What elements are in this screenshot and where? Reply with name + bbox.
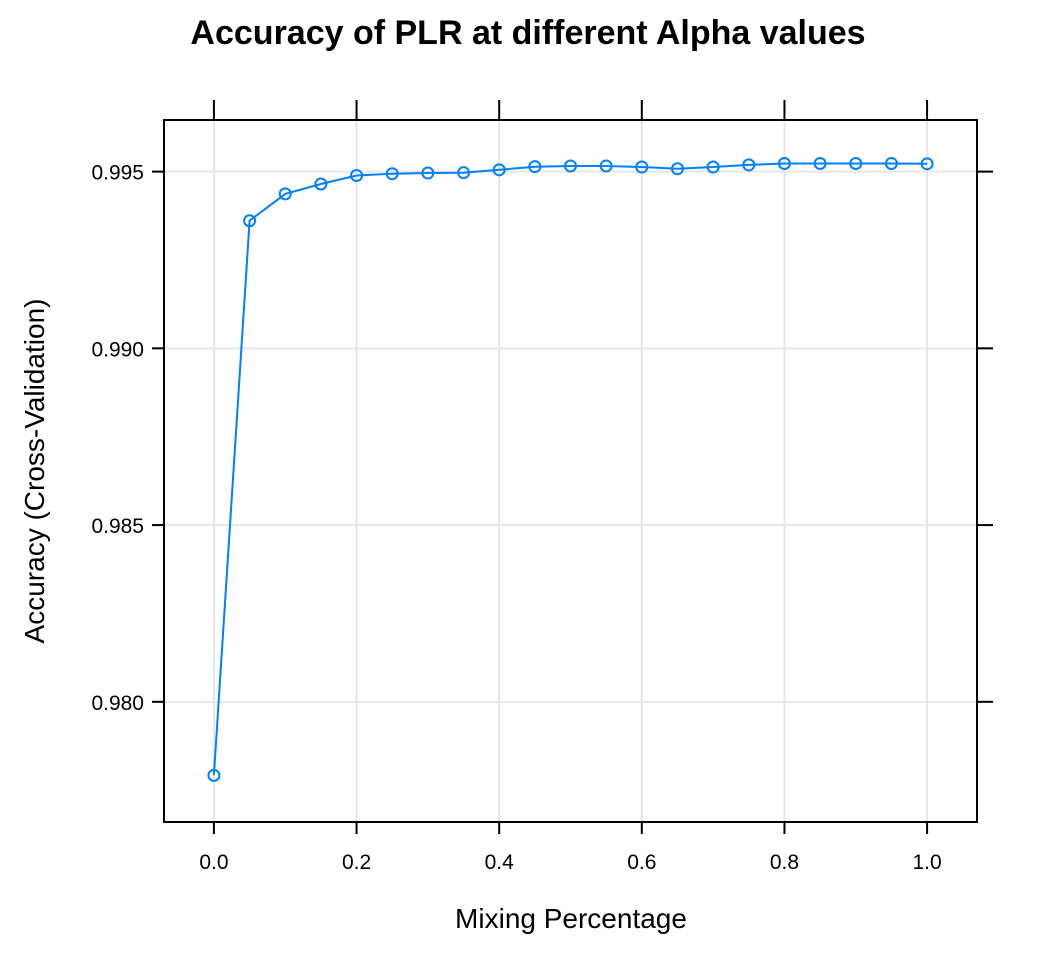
data-point (920, 157, 934, 171)
data-point (492, 163, 506, 177)
chart-title: Accuracy of PLR at different Alpha value… (190, 14, 865, 52)
data-point (243, 214, 257, 228)
data-point (884, 156, 898, 170)
y-tick-label: 0.980 (91, 692, 144, 715)
data-point (278, 187, 292, 201)
data-point (706, 160, 720, 174)
x-tick-label: 0.8 (770, 851, 799, 874)
data-point (421, 166, 435, 180)
grid (164, 120, 977, 822)
data-point (564, 159, 577, 173)
x-tick-label: 0.2 (342, 851, 371, 874)
data-series (207, 156, 934, 782)
data-point (777, 156, 791, 170)
data-point (742, 158, 756, 172)
data-point (350, 168, 364, 182)
data-point (385, 167, 399, 181)
data-point (599, 159, 613, 173)
data-point (670, 162, 684, 176)
y-axis-label: Accuracy (Cross-Validation) (19, 299, 50, 644)
data-point (849, 156, 863, 170)
x-tick-label: 1.0 (912, 851, 941, 874)
data-point (314, 177, 328, 191)
y-tick-label: 0.995 (91, 162, 144, 185)
x-tick-label: 0.4 (485, 851, 515, 874)
plot-frame (163, 119, 978, 823)
x-axis-label: Mixing Percentage (455, 903, 687, 934)
x-tick-label: 0.6 (627, 851, 656, 874)
y-tick-label: 0.985 (91, 515, 144, 538)
axis-ticks: 0.0 0.2 0.4 0.6 0.8 1.0 0.980 0.985 0.990 0.995 (91, 100, 993, 874)
x-tick-label: 0.0 (199, 851, 228, 874)
data-point (813, 156, 827, 170)
data-point (207, 768, 221, 782)
data-point (635, 160, 649, 174)
y-tick-label: 0.990 (91, 338, 144, 361)
series-line (212, 162, 928, 776)
data-point (528, 160, 542, 174)
data-point (457, 166, 471, 180)
